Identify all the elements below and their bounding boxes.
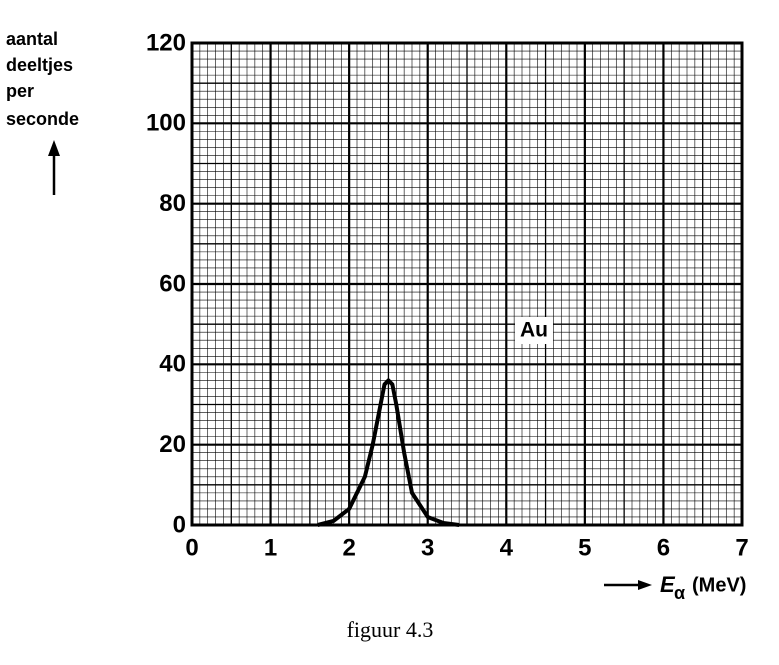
x-label-subscript: α: [674, 583, 685, 603]
x-tick-label: 4: [500, 534, 514, 561]
x-label-symbol: E: [660, 572, 676, 597]
x-tick-label: 2: [342, 534, 355, 561]
y-tick-label: 0: [173, 511, 186, 538]
y-tick-label: 20: [159, 431, 186, 458]
y-tick-label: 100: [146, 110, 186, 137]
x-tick-label: 5: [578, 534, 591, 561]
x-tick-label: 7: [735, 534, 748, 561]
x-arrow: [604, 580, 652, 590]
y-label-line: per: [6, 81, 34, 101]
x-tick-label: 0: [185, 534, 198, 561]
x-label-unit: (MeV): [692, 574, 746, 596]
x-tick-label: 3: [421, 534, 434, 561]
y-arrow: [48, 140, 60, 195]
y-tick-label: 40: [159, 351, 186, 378]
y-label-line: deeltjes: [6, 55, 73, 75]
y-label-line: seconde: [6, 109, 79, 129]
plot-frame: [190, 41, 744, 527]
x-tick-label: 1: [264, 534, 277, 561]
y-tick-label: 60: [159, 270, 186, 297]
y-tick-label: 80: [159, 190, 186, 217]
caption: figuur 4.3: [347, 617, 434, 642]
y-tick-label: 120: [146, 29, 186, 56]
data-line: [317, 378, 460, 527]
annotation: Au: [520, 319, 548, 342]
y-label-line: aantal: [6, 29, 58, 49]
y-label: aantal deeltjes per seconde: [6, 29, 79, 129]
annotation-box: [515, 317, 553, 344]
x-tick-label: 6: [657, 534, 670, 561]
